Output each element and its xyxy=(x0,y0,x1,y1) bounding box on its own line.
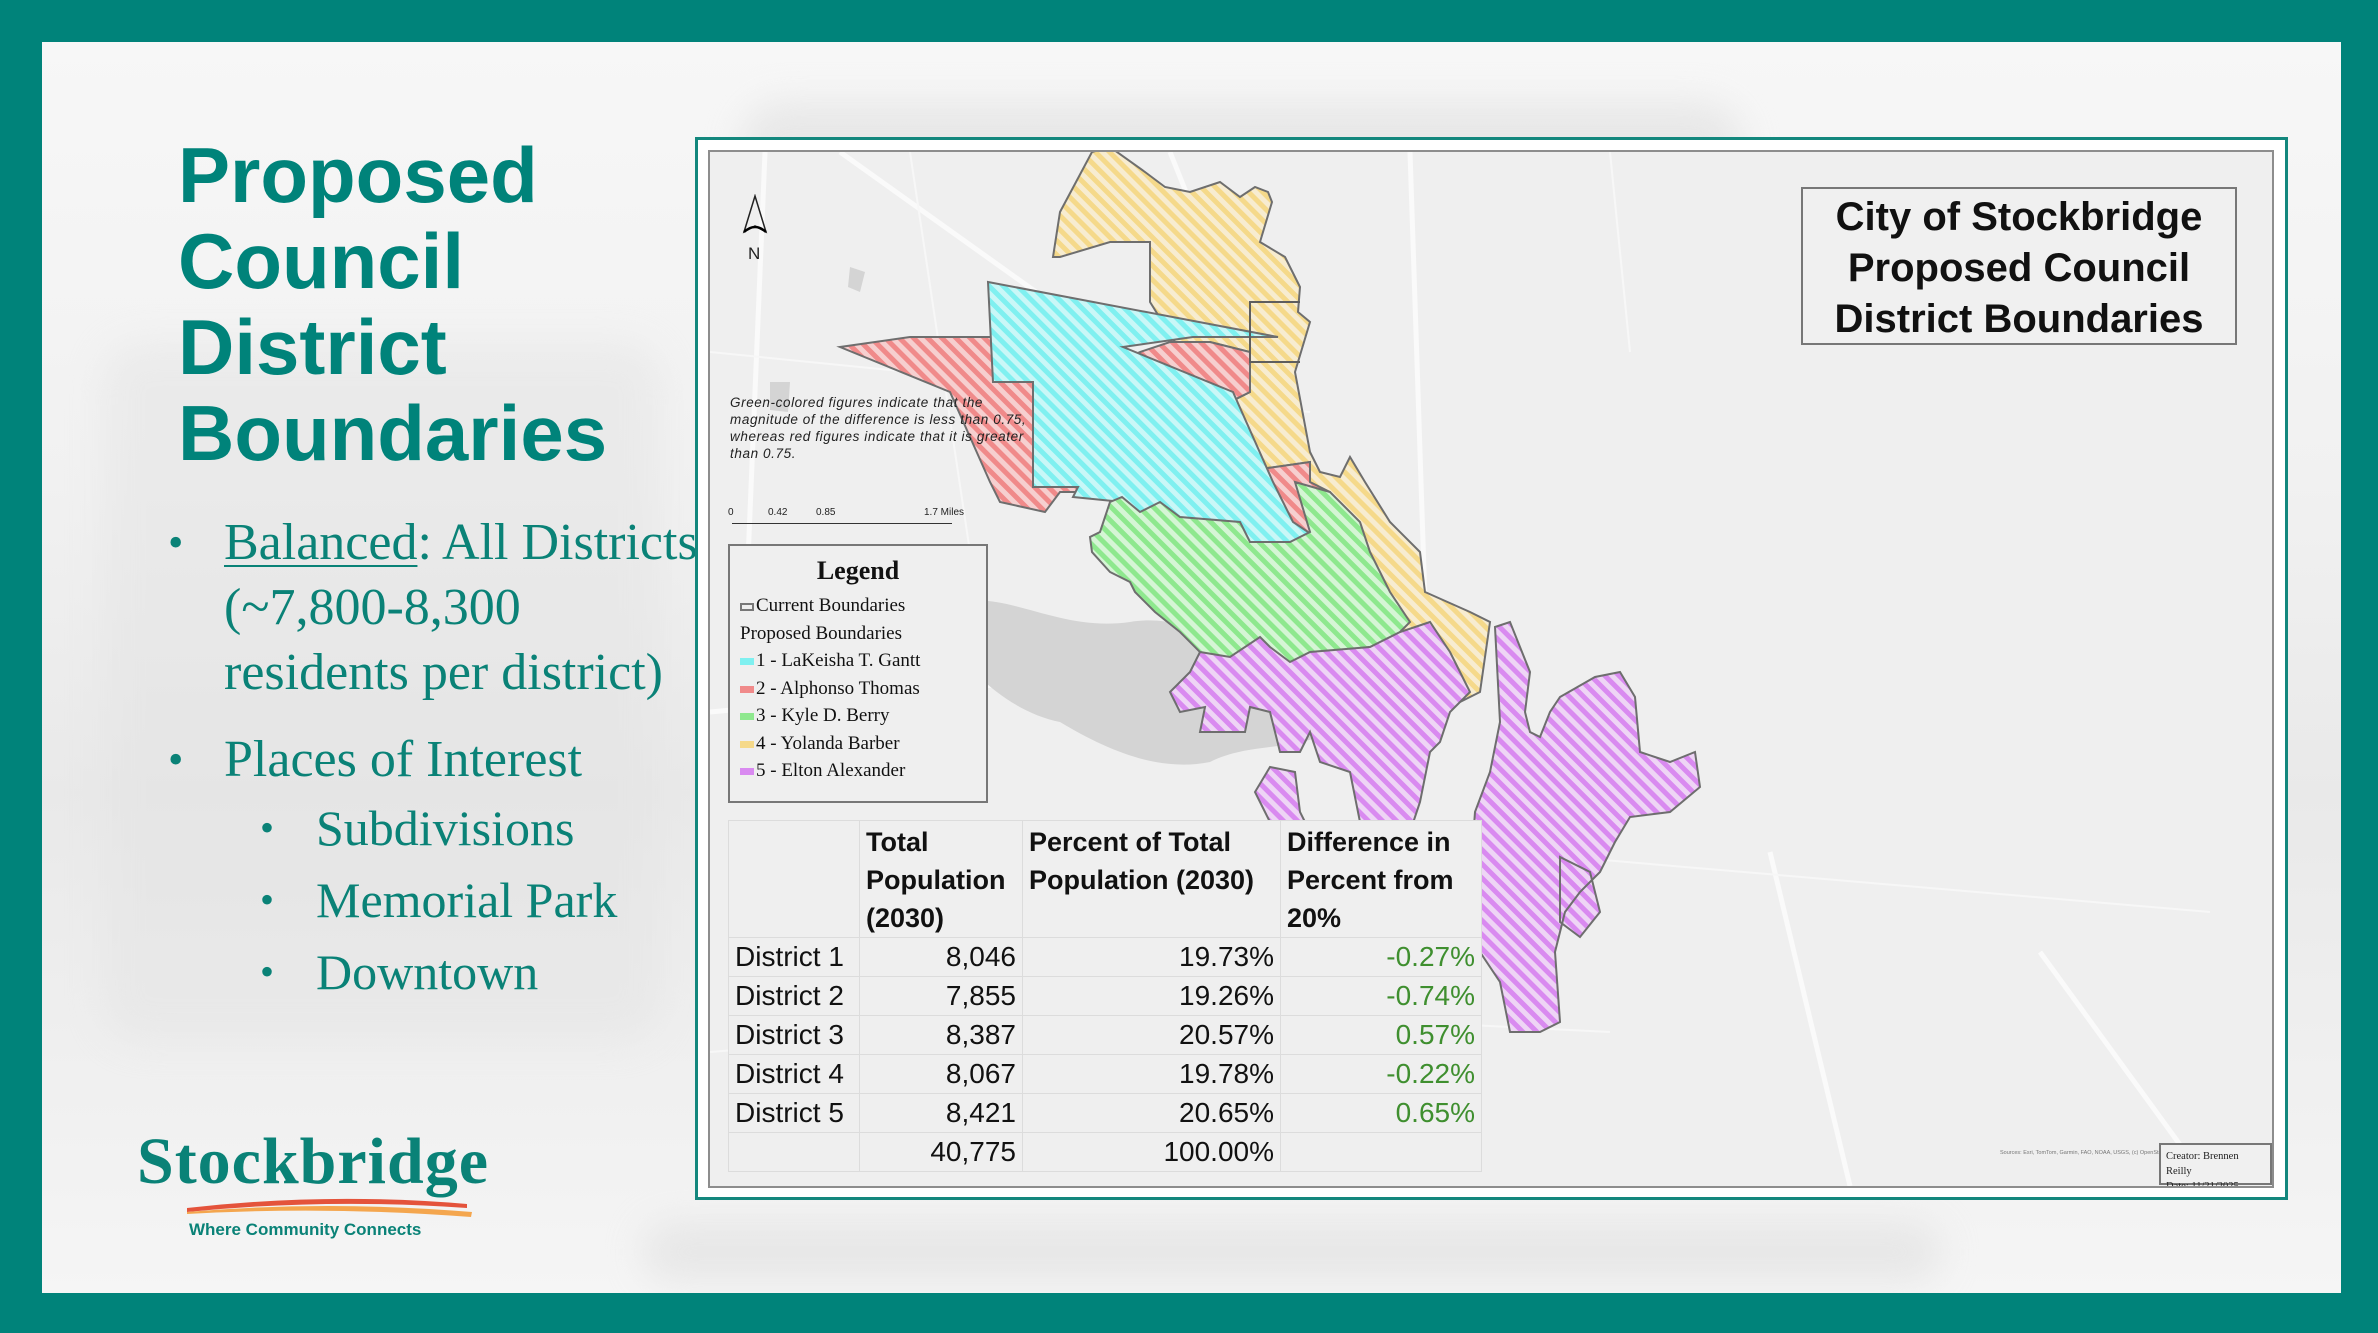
difference-cell xyxy=(1280,1132,1482,1172)
bullet-balanced: Balanced: All Districts (~7,800-8,300 re… xyxy=(168,510,708,705)
table-header xyxy=(728,820,860,938)
legend-label: 3 - Kyle D. Berry xyxy=(756,705,890,726)
legend-label: 1 - LaKeisha T. Gantt xyxy=(756,650,921,671)
difference-cell: -0.22% xyxy=(1280,1054,1482,1094)
map-sources: Sources: Esri, TomTom, Garmin, FAO, NOAA… xyxy=(2000,1150,2209,1156)
page-title: Proposed Council District Boundaries xyxy=(178,132,698,476)
outline-swatch-icon xyxy=(740,602,754,611)
percent-cell: 19.26% xyxy=(1022,976,1281,1016)
legend-item-district-4: 4 - Yolanda Barber xyxy=(730,730,986,758)
logo-tagline: Where Community Connects xyxy=(189,1220,422,1239)
table-row: District 2 7,855 19.26% -0.74% xyxy=(728,976,1482,1016)
map-title-line: District Boundaries xyxy=(1834,297,2204,341)
legend-item-current: Current Boundaries xyxy=(730,592,986,620)
title-line: Boundaries xyxy=(178,389,608,477)
north-label: N xyxy=(748,244,761,263)
legend-item-district-2: 2 - Alphonso Thomas xyxy=(730,675,986,703)
creator-text: Creator: Brennen Reilly xyxy=(2166,1151,2239,1177)
legend-label: 4 - Yolanda Barber xyxy=(756,732,900,754)
title-line: District xyxy=(178,303,447,391)
scale-tick: 1.7 Miles xyxy=(924,507,965,518)
balanced-text: : All Districts (~7,800-8,300 residents … xyxy=(224,514,698,701)
district-cell: District 1 xyxy=(728,937,860,977)
district-cell: District 4 xyxy=(728,1054,860,1094)
district-cell: District 5 xyxy=(728,1093,860,1133)
difference-cell: 0.57% xyxy=(1280,1015,1482,1055)
map-note: Green-colored figures indicate that the … xyxy=(730,395,1027,461)
title-line: Proposed xyxy=(178,131,538,219)
district-cell: District 3 xyxy=(728,1015,860,1055)
map-title-line: Proposed Council xyxy=(1847,246,2191,290)
sub-bullet: Subdivisions xyxy=(168,792,708,864)
legend-label: Current Boundaries xyxy=(756,595,906,616)
district-cell xyxy=(728,1132,860,1172)
population-cell: 8,067 xyxy=(859,1054,1023,1094)
population-cell: 8,421 xyxy=(859,1093,1023,1133)
bullet-places: Places of Interest xyxy=(168,727,708,792)
legend-item-proposed: Proposed Boundaries xyxy=(730,620,986,648)
percent-cell: 19.78% xyxy=(1022,1054,1281,1094)
north-arrow-icon xyxy=(742,194,768,234)
table-header-row: Total Population (2030) Percent of Total… xyxy=(728,820,1482,938)
sub-bullet: Memorial Park xyxy=(168,864,708,936)
district-cell: District 2 xyxy=(728,976,860,1016)
population-table: Total Population (2030) Percent of Total… xyxy=(728,820,1482,1172)
difference-cell: -0.74% xyxy=(1280,976,1482,1016)
background-blur xyxy=(642,1222,1942,1282)
legend-title: Legend xyxy=(816,556,900,585)
difference-cell: 0.65% xyxy=(1280,1093,1482,1133)
legend-item-district-1: 1 - LaKeisha T. Gantt xyxy=(730,647,986,675)
legend-label: 5 - Elton Alexander xyxy=(756,760,906,781)
population-cell: 7,855 xyxy=(859,976,1023,1016)
population-cell: 8,046 xyxy=(859,937,1023,977)
legend-label: Proposed Boundaries xyxy=(740,622,903,644)
hatch-swatch-icon xyxy=(740,685,754,693)
table-row: District 5 8,421 20.65% 0.65% xyxy=(728,1093,1482,1133)
scale-tick: 0.85 xyxy=(816,507,836,518)
district-map[interactable]: N Green-colored figures indicate that th… xyxy=(708,150,2274,1188)
legend-item-district-3: 3 - Kyle D. Berry xyxy=(730,702,986,730)
legend-item-district-5: 5 - Elton Alexander xyxy=(730,757,986,785)
population-total-cell: 40,775 xyxy=(859,1132,1023,1172)
logo-swoosh-icon xyxy=(187,1198,472,1217)
map-credits: Creator: Brennen Reilly Date: 11/21/2025 xyxy=(2159,1143,2272,1188)
date-text: Date: 11/21/2025 xyxy=(2166,1181,2239,1188)
hatch-swatch-icon xyxy=(740,740,754,748)
map-canvas xyxy=(710,152,2213,1186)
slide: Proposed Council District Boundaries Bal… xyxy=(42,42,2341,1293)
table-total-row: 40,775 100.00% xyxy=(728,1132,1482,1172)
places-text: Places of Interest xyxy=(224,731,583,788)
title-line: Council xyxy=(178,217,464,305)
table-row: District 4 8,067 19.78% -0.22% xyxy=(728,1054,1482,1094)
percent-cell: 20.65% xyxy=(1022,1093,1281,1133)
difference-cell: -0.27% xyxy=(1280,937,1482,977)
sub-bullet: Downtown xyxy=(168,936,708,1008)
scale-bar: 0 0.42 0.85 1.7 Miles xyxy=(728,507,988,537)
scale-tick: 0 xyxy=(728,507,734,518)
table-header: Difference in Percent from 20% xyxy=(1280,820,1482,938)
map-title-line: City of Stockbridge xyxy=(1835,195,2203,239)
table-row: District 1 8,046 19.73% -0.27% xyxy=(728,937,1482,977)
table-header: Total Population (2030) xyxy=(859,820,1023,938)
percent-cell: 19.73% xyxy=(1022,937,1281,977)
table-header: Percent of Total Population (2030) xyxy=(1022,820,1281,938)
stockbridge-logo: Stockbridge Where Community Connects xyxy=(97,1124,517,1254)
scale-tick: 0.42 xyxy=(768,507,788,518)
hatch-swatch-icon xyxy=(740,713,754,721)
map-frame: N Green-colored figures indicate that th… xyxy=(695,137,2288,1200)
hatch-swatch-icon xyxy=(740,658,754,666)
percent-total-cell: 100.00% xyxy=(1022,1132,1281,1172)
balanced-label: Balanced xyxy=(224,514,418,571)
hatch-swatch-icon xyxy=(740,768,754,776)
bullet-list: Balanced: All Districts (~7,800-8,300 re… xyxy=(168,510,708,1008)
table-row: District 3 8,387 20.57% 0.57% xyxy=(728,1015,1482,1055)
percent-cell: 20.57% xyxy=(1022,1015,1281,1055)
scale-line xyxy=(732,523,952,524)
map-title: City of Stockbridge Proposed Council Dis… xyxy=(1801,187,2237,345)
legend-label: 2 - Alphonso Thomas xyxy=(756,677,920,699)
map-legend: Legend Current Boundaries Proposed Bound… xyxy=(728,544,988,803)
population-cell: 8,387 xyxy=(859,1015,1023,1055)
logo-wordmark: Stockbridge xyxy=(137,1125,490,1198)
